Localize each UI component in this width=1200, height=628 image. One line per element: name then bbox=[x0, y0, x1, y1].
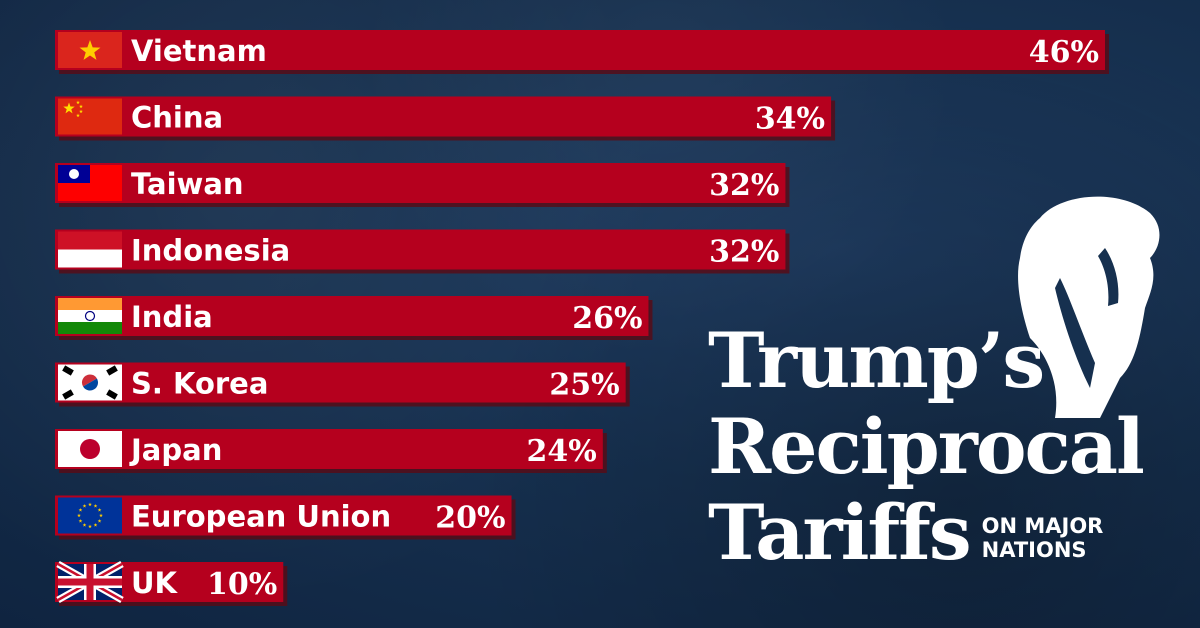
south-korea-flag-icon bbox=[58, 364, 122, 401]
value-label: 32% bbox=[709, 235, 779, 270]
bar-row: China 34% bbox=[55, 96, 836, 141]
china-flag-icon bbox=[58, 98, 122, 135]
bar-row: European Union 20% bbox=[55, 495, 516, 540]
indonesia-flag-icon bbox=[58, 231, 122, 268]
bar-row: India 26% bbox=[55, 296, 653, 340]
bar-row: S. Korea 25% bbox=[55, 362, 630, 407]
trump-silhouette-icon bbox=[1000, 188, 1170, 422]
category-label: China bbox=[131, 101, 223, 135]
value-label: 25% bbox=[549, 368, 619, 403]
category-label: Taiwan bbox=[131, 167, 244, 201]
value-label: 10% bbox=[207, 567, 277, 602]
title-line-3: Tariffs bbox=[708, 488, 972, 577]
title-block: Trump’s Reciprocal Tariffs ON MAJOR NATI… bbox=[708, 318, 1188, 576]
category-label: Indonesia bbox=[131, 234, 290, 268]
category-label: Vietnam bbox=[131, 34, 267, 68]
bar bbox=[55, 362, 626, 403]
value-label: 32% bbox=[709, 168, 779, 203]
bar bbox=[55, 30, 1105, 70]
value-label: 34% bbox=[755, 102, 825, 137]
bar bbox=[55, 429, 603, 469]
subtitle-line-1: ON MAJOR bbox=[981, 514, 1104, 538]
category-label: Japan bbox=[129, 433, 222, 467]
category-label: S. Korea bbox=[131, 367, 268, 401]
title-line-2: Reciprocal bbox=[708, 402, 1145, 491]
bar-row: UK 10% bbox=[55, 560, 288, 606]
subtitle-line-2: NATIONS bbox=[981, 538, 1087, 562]
bar bbox=[55, 229, 786, 270]
taiwan-flag-icon bbox=[58, 165, 122, 201]
uk-flag-icon bbox=[56, 560, 124, 604]
japan-flag-icon bbox=[58, 431, 122, 467]
bar-row: Japan 24% bbox=[55, 429, 607, 473]
title-row-3: Tariffs ON MAJOR NATIONS bbox=[708, 490, 1188, 576]
bar bbox=[55, 296, 649, 336]
eu-flag-icon bbox=[58, 497, 122, 534]
bar-row: Taiwan 32% bbox=[55, 163, 790, 207]
vietnam-flag-icon bbox=[58, 32, 122, 68]
bar bbox=[55, 163, 786, 203]
bar bbox=[55, 495, 512, 536]
category-label: UK bbox=[131, 566, 179, 600]
bar-row: Vietnam 46% bbox=[55, 30, 1109, 74]
title-line-1: Trump’s bbox=[708, 316, 1045, 405]
india-flag-icon bbox=[58, 298, 122, 334]
category-label: India bbox=[131, 300, 213, 334]
value-label: 20% bbox=[435, 501, 505, 536]
bar bbox=[55, 96, 832, 137]
category-label: European Union bbox=[131, 500, 391, 534]
value-label: 46% bbox=[1029, 35, 1099, 70]
value-label: 26% bbox=[572, 301, 642, 336]
bar-row: Indonesia 32% bbox=[55, 229, 790, 274]
subtitle: ON MAJOR NATIONS bbox=[982, 514, 1104, 562]
value-label: 24% bbox=[527, 434, 597, 469]
